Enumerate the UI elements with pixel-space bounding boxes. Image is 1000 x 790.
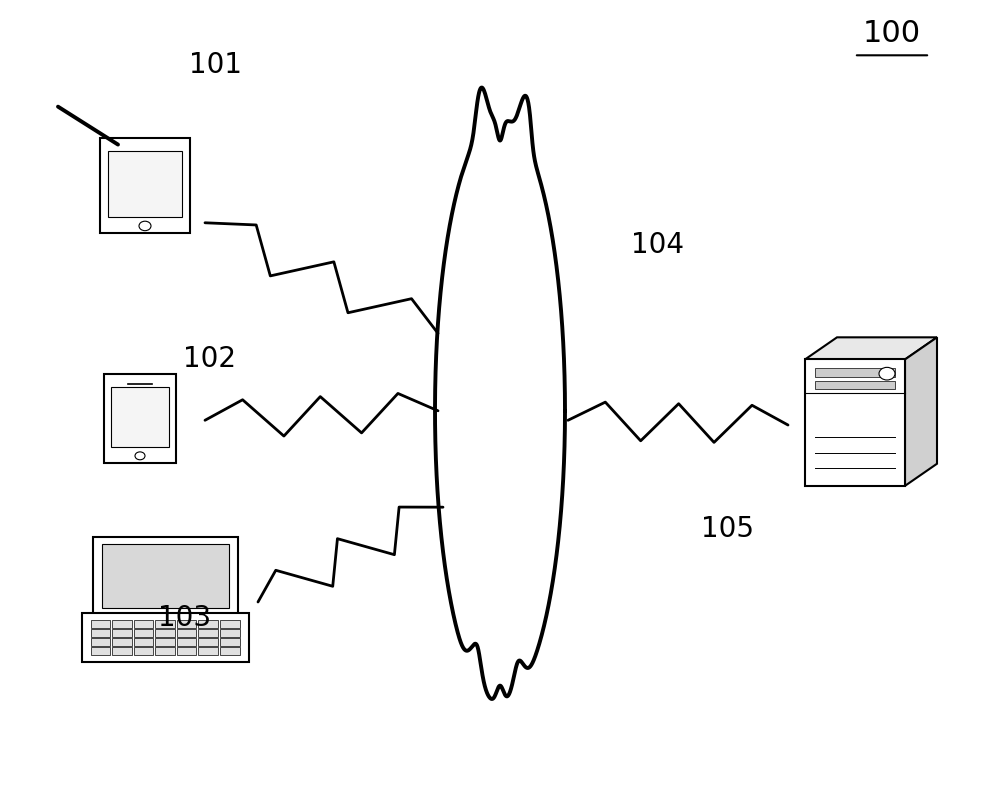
Bar — [198, 620, 218, 627]
Bar — [177, 648, 196, 655]
Bar — [134, 629, 153, 637]
Bar — [91, 629, 110, 637]
Bar — [104, 374, 176, 463]
Bar — [112, 648, 132, 655]
Bar — [108, 151, 182, 217]
Bar — [198, 648, 218, 655]
Bar — [91, 620, 110, 627]
Bar — [155, 638, 175, 646]
Bar — [82, 613, 248, 662]
Bar — [155, 648, 175, 655]
Bar — [112, 629, 132, 637]
Bar — [805, 359, 905, 486]
Bar — [91, 648, 110, 655]
Bar — [815, 368, 895, 377]
Bar — [220, 638, 240, 646]
Text: 105: 105 — [702, 515, 755, 544]
Text: 100: 100 — [863, 19, 921, 47]
Bar — [177, 620, 196, 627]
Bar — [93, 537, 238, 615]
Bar — [134, 638, 153, 646]
Bar — [155, 629, 175, 637]
Text: 104: 104 — [632, 231, 684, 259]
Polygon shape — [805, 337, 937, 359]
Bar — [134, 648, 153, 655]
Bar — [198, 629, 218, 637]
Bar — [220, 629, 240, 637]
Text: 103: 103 — [158, 604, 212, 632]
Bar — [177, 638, 196, 646]
Text: 102: 102 — [184, 345, 237, 374]
Bar — [177, 629, 196, 637]
Bar — [100, 138, 190, 233]
Bar — [198, 638, 218, 646]
Bar — [112, 638, 132, 646]
Bar — [815, 381, 895, 389]
Circle shape — [139, 221, 151, 231]
Bar — [91, 638, 110, 646]
Bar — [134, 620, 153, 627]
Circle shape — [135, 452, 145, 460]
Bar — [220, 620, 240, 627]
Circle shape — [879, 367, 895, 380]
Bar — [111, 387, 169, 447]
Bar — [112, 620, 132, 627]
Bar — [102, 544, 228, 608]
Bar — [155, 620, 175, 627]
Polygon shape — [905, 337, 937, 486]
Bar — [220, 648, 240, 655]
Text: 101: 101 — [188, 51, 242, 79]
